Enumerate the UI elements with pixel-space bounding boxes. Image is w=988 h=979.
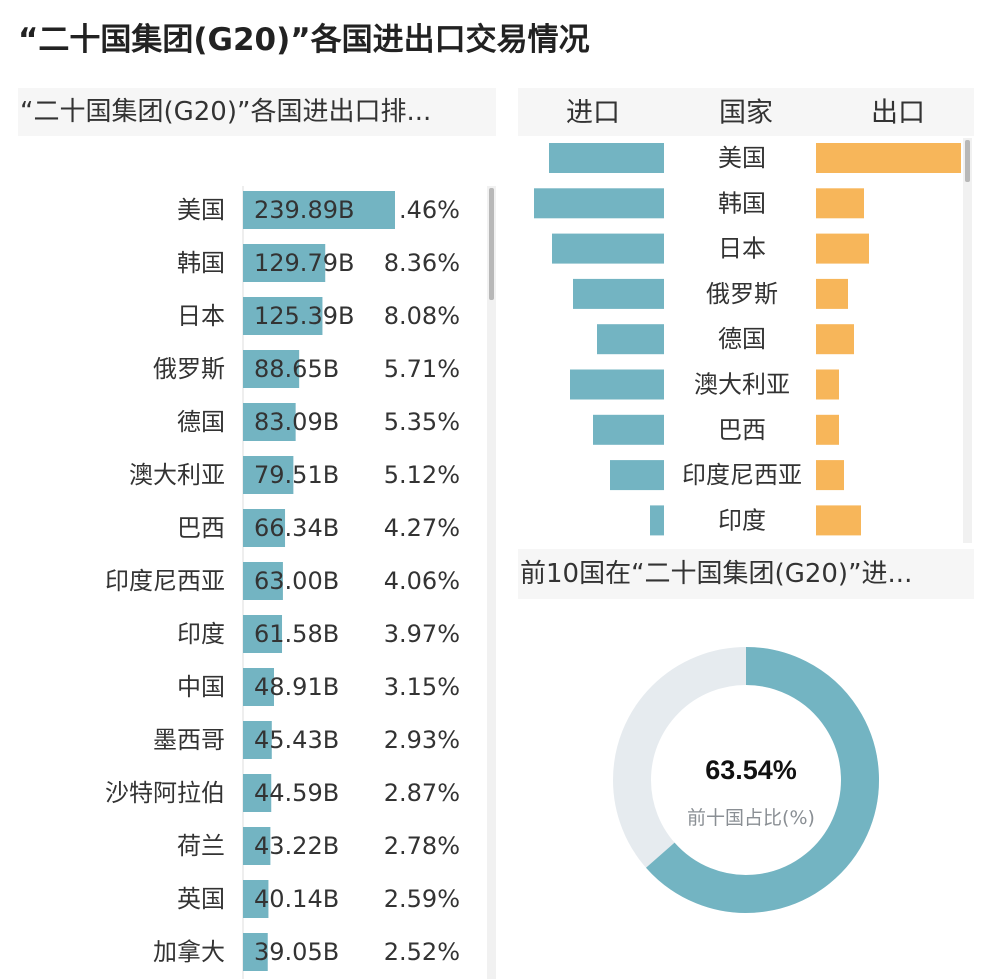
donut-center-value: 63.54% <box>705 755 797 785</box>
donut-center-label: 前十国占比(%) <box>687 807 815 829</box>
